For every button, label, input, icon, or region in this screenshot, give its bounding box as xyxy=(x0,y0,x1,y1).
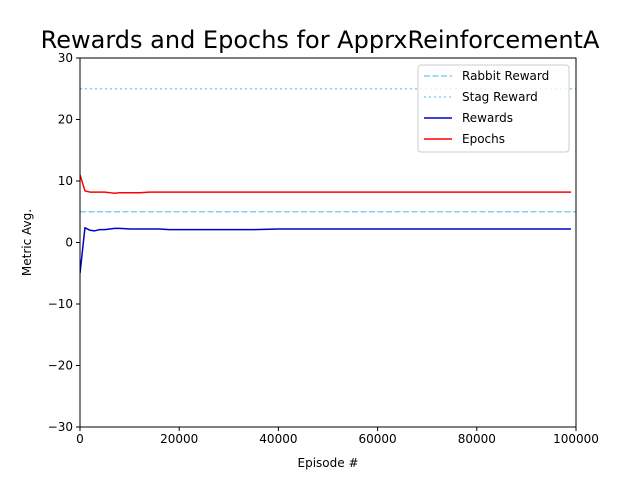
series-layer xyxy=(80,88,576,274)
x-tick-label: 80000 xyxy=(458,432,496,446)
legend-label: Epochs xyxy=(462,132,505,146)
x-tick-label: 0 xyxy=(76,432,84,446)
y-tick-label: −20 xyxy=(48,359,73,373)
y-tick-label: −10 xyxy=(48,297,73,311)
legend-label: Rewards xyxy=(462,111,513,125)
x-tick-label: 40000 xyxy=(259,432,297,446)
y-tick-label: 0 xyxy=(65,236,73,250)
y-axis-label: Metric Avg. xyxy=(20,209,34,276)
legend: Rabbit Reward Stag Reward Rewards Epochs xyxy=(417,64,570,153)
x-tick-label: 60000 xyxy=(359,432,397,446)
x-axis-label: Episode # xyxy=(298,456,359,470)
ticks-layer: 0 20000 40000 60000 80000 100000 −30 −20 −10 0 10 2… xyxy=(48,51,599,446)
x-tick-label: 20000 xyxy=(160,432,198,446)
y-tick-label: −30 xyxy=(48,420,73,434)
series-line-epochs xyxy=(80,174,572,195)
legend-label: Rabbit Reward xyxy=(462,69,549,83)
legend-label: Stag Reward xyxy=(462,90,538,104)
legend-box xyxy=(417,64,570,153)
y-tick-label: 10 xyxy=(58,174,73,188)
y-tick-label: 30 xyxy=(58,51,73,65)
x-tick-label: 100000 xyxy=(553,432,599,446)
series-line-rewards xyxy=(80,226,572,274)
chart-title: Rewards and Epochs for ApprxReinforcemen… xyxy=(41,26,600,54)
y-tick-label: 20 xyxy=(58,113,73,127)
